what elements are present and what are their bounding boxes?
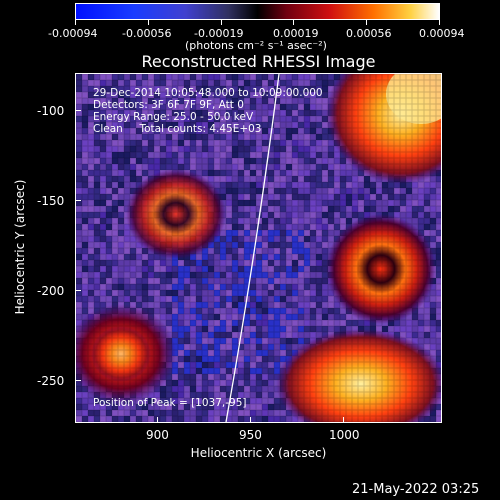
image-plot — [75, 73, 442, 423]
x-tick-label: 900 — [146, 428, 169, 442]
colorbar-tick-label: 0.00019 — [273, 27, 319, 40]
x-tick-label: 950 — [239, 428, 262, 442]
y-tick-label: -250 — [37, 374, 65, 388]
solar-limb-line — [225, 74, 280, 422]
footer-date: 21-May-2022 03:25 — [352, 482, 480, 497]
y-tick-label: -100 — [37, 104, 65, 118]
colorbar-ticks — [75, 20, 440, 25]
colorbar-tick-label: -0.00056 — [122, 27, 172, 40]
colorbar-gradient — [76, 4, 439, 19]
info-line-1: 29-Dec-2014 10:05:48.000 to 10:09:00.000 — [93, 87, 323, 99]
colorbar — [75, 3, 440, 20]
colorbar-tick-label: 0.00094 — [419, 27, 465, 40]
x-axis-label: Heliocentric X (arcsec) — [190, 446, 327, 460]
info-line-2: Detectors: 3F 6F 7F 9F, Att 0 — [93, 99, 244, 111]
y-tick-label: -150 — [37, 194, 65, 208]
y-axis-label: Heliocentric Y (arcsec) — [13, 179, 27, 315]
rhessi-image — [76, 74, 441, 422]
plot-title: Reconstructed RHESSI Image — [141, 52, 376, 71]
peak-position: Position of Peak = [1037,-95] — [93, 397, 247, 409]
y-tick-label: -200 — [37, 284, 65, 298]
colorbar-tick-label: -0.00019 — [194, 27, 244, 40]
colorbar-units: (photons cm⁻² s⁻¹ asec⁻²) — [185, 39, 327, 52]
info-line-3: Energy Range: 25.0 - 50.0 keV — [93, 111, 254, 123]
x-tick-label: 1000 — [329, 428, 360, 442]
colorbar-tick-label: -0.00094 — [48, 27, 98, 40]
info-line-4: Clean Total counts: 4.45E+03 — [93, 123, 262, 135]
colorbar-tick-label: 0.00056 — [346, 27, 392, 40]
